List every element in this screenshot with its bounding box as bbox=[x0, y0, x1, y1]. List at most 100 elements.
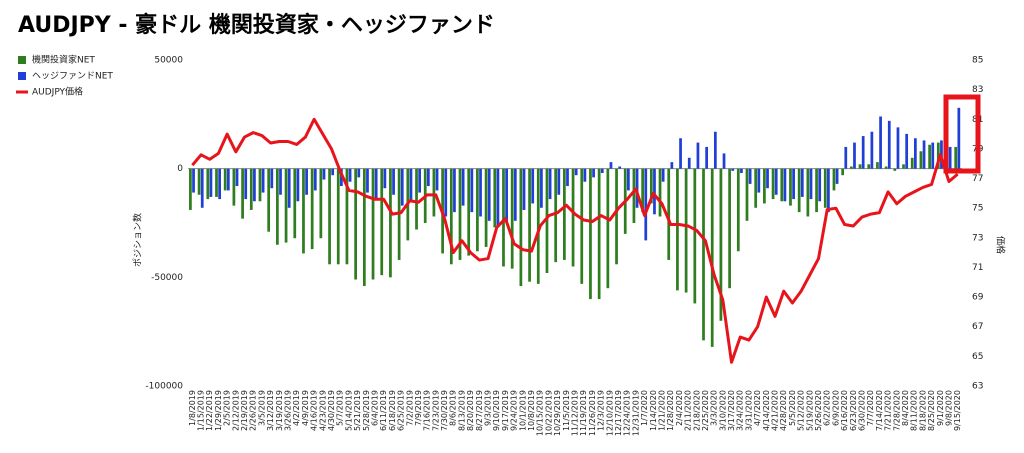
bar bbox=[902, 164, 905, 169]
bar bbox=[510, 168, 514, 269]
bar bbox=[389, 168, 392, 278]
bar bbox=[562, 168, 566, 260]
x-tick-label: 6/4/2019 bbox=[370, 390, 379, 426]
bar bbox=[748, 168, 752, 184]
bar bbox=[467, 168, 471, 256]
x-tick-label: 3/31/2020 bbox=[744, 390, 753, 431]
bar bbox=[432, 168, 436, 217]
bar bbox=[287, 168, 291, 208]
bar bbox=[913, 138, 917, 169]
bar bbox=[554, 168, 558, 263]
bar bbox=[348, 168, 352, 182]
x-tick-label: 1/14/2020 bbox=[649, 390, 658, 431]
bar bbox=[928, 144, 931, 169]
bar bbox=[328, 168, 331, 265]
bar bbox=[476, 168, 479, 252]
bar bbox=[884, 166, 888, 169]
x-tick-label: 4/23/2019 bbox=[318, 390, 327, 431]
bar bbox=[479, 168, 482, 217]
x-tick-label: 1/21/2020 bbox=[657, 390, 666, 431]
bar bbox=[954, 146, 958, 169]
y2-tick-label: 63 bbox=[972, 382, 983, 392]
bar bbox=[313, 168, 317, 191]
x-tick-label: 3/19/2019 bbox=[275, 390, 284, 431]
x-tick-label: 7/28/2020 bbox=[892, 390, 901, 431]
x-tick-label: 8/4/2020 bbox=[901, 390, 910, 426]
bar bbox=[232, 168, 236, 206]
bar bbox=[557, 168, 561, 195]
x-tick-label: 1/8/2019 bbox=[188, 390, 197, 426]
bar bbox=[774, 168, 778, 195]
x-tick-label: 1/28/2020 bbox=[666, 390, 675, 431]
x-tick-label: 5/5/2020 bbox=[788, 390, 797, 426]
bar bbox=[206, 168, 210, 200]
highlight-box bbox=[943, 94, 981, 174]
bar bbox=[684, 168, 688, 293]
bar bbox=[766, 168, 769, 189]
bar bbox=[702, 168, 705, 341]
bar bbox=[487, 168, 491, 221]
x-tick-label: 7/9/2019 bbox=[414, 390, 423, 426]
x-tick-label: 8/18/2020 bbox=[918, 390, 927, 431]
bar bbox=[849, 166, 853, 169]
bar bbox=[757, 168, 761, 193]
bar bbox=[841, 168, 845, 176]
x-tick-label: 10/15/2019 bbox=[536, 390, 545, 436]
bar bbox=[731, 168, 735, 171]
x-tick-label: 6/30/2020 bbox=[857, 390, 866, 431]
bar bbox=[644, 168, 648, 241]
bar bbox=[713, 131, 717, 169]
bar bbox=[513, 168, 517, 221]
y-axis-title: ポジション数 bbox=[132, 213, 144, 267]
bar bbox=[763, 168, 766, 204]
bar bbox=[400, 168, 404, 206]
bar bbox=[844, 146, 848, 169]
bar bbox=[806, 168, 810, 217]
bar bbox=[305, 168, 308, 195]
x-tick-label: 9/24/2019 bbox=[510, 390, 519, 431]
bar bbox=[936, 142, 940, 169]
x-tick-label: 10/29/2019 bbox=[553, 390, 562, 436]
bar bbox=[931, 142, 935, 169]
bar bbox=[823, 168, 827, 208]
bar bbox=[722, 153, 726, 169]
x-tick-label: 1/29/2019 bbox=[214, 390, 223, 431]
bar bbox=[792, 168, 795, 200]
x-tick-label: 1/22/2019 bbox=[205, 390, 214, 431]
x-tick-label: 5/7/2019 bbox=[336, 390, 345, 426]
y2-tick-label: 69 bbox=[972, 293, 984, 303]
x-tick-label: 6/2/2020 bbox=[823, 390, 832, 426]
x-tick-label: 9/10/2019 bbox=[492, 390, 501, 431]
bar bbox=[910, 157, 914, 169]
bar bbox=[235, 168, 239, 187]
x-tick-label: 11/5/2019 bbox=[562, 390, 571, 431]
bar bbox=[780, 168, 784, 202]
legend-swatch bbox=[18, 72, 26, 80]
x-tick-label: 7/16/2019 bbox=[423, 390, 432, 431]
bar bbox=[693, 168, 697, 304]
bar bbox=[827, 168, 830, 213]
bar bbox=[380, 168, 384, 276]
bar bbox=[905, 133, 909, 169]
bar bbox=[896, 127, 900, 169]
legend-label: 機関投資家NET bbox=[32, 54, 95, 66]
x-tick-label: 7/23/2019 bbox=[431, 390, 440, 431]
x-tick-label: 7/2/2019 bbox=[405, 390, 414, 426]
bar bbox=[632, 168, 636, 223]
bar bbox=[519, 168, 523, 287]
x-tick-label: 6/18/2019 bbox=[388, 390, 397, 431]
bar bbox=[783, 168, 787, 202]
x-tick-label: 6/9/2020 bbox=[831, 390, 840, 426]
x-tick-label: 9/15/2020 bbox=[953, 390, 962, 431]
bar bbox=[444, 168, 448, 217]
price-line bbox=[191, 117, 959, 364]
bar bbox=[276, 168, 279, 245]
bar bbox=[253, 168, 256, 202]
bar bbox=[270, 168, 274, 189]
bar bbox=[223, 168, 227, 191]
bar bbox=[670, 162, 674, 169]
bar bbox=[818, 168, 822, 202]
chart-title: AUDJPY - 豪ドル 機関投資家・ヘッジファンド bbox=[18, 12, 495, 38]
bar bbox=[832, 168, 836, 191]
x-tick-label: 2/11/2020 bbox=[684, 390, 693, 431]
